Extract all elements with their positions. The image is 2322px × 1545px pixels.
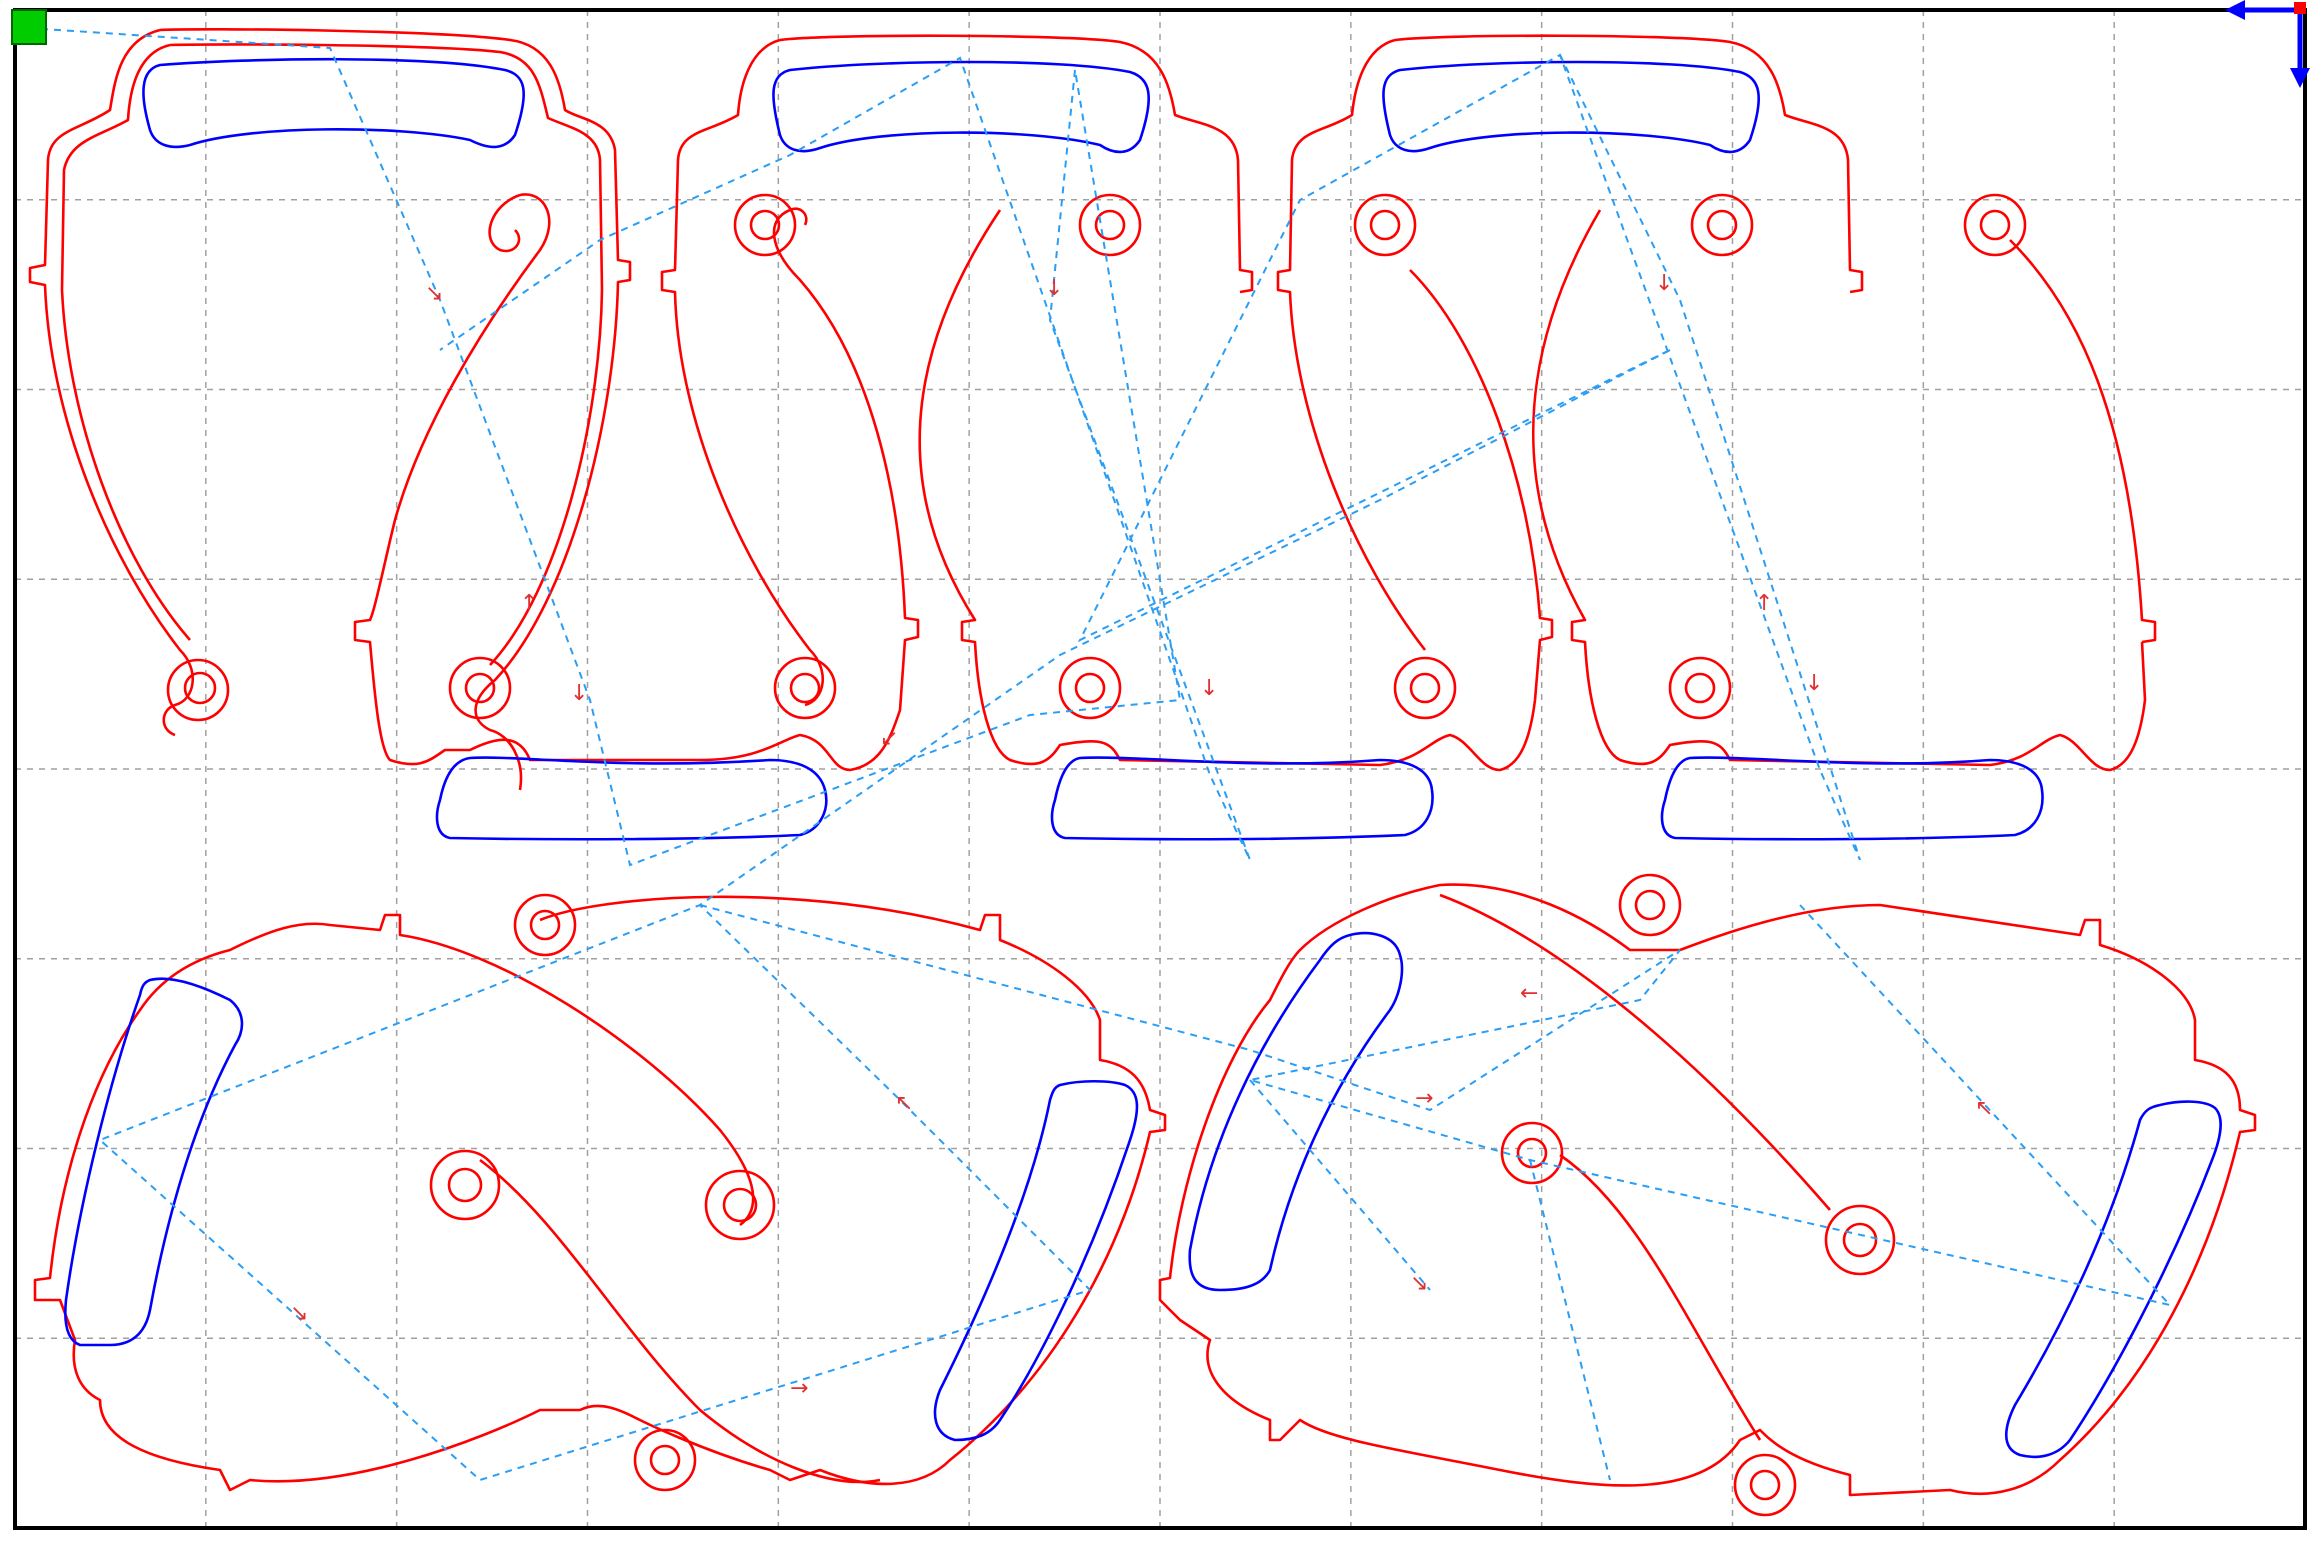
direction-arrow: → bbox=[1415, 1086, 1433, 1111]
swirl-end-inner bbox=[1706, 209, 1738, 241]
swirl-end-inner bbox=[1634, 889, 1666, 921]
direction-arrow: ↖ bbox=[1975, 1096, 1993, 1121]
outer-cut-path bbox=[1531, 209, 2147, 772]
direction-arrow: ↓ bbox=[570, 681, 588, 706]
swirl-end-inner bbox=[1516, 1137, 1548, 1169]
outer-cut-path bbox=[33, 895, 1167, 1492]
direction-arrow: ↓ bbox=[1805, 671, 1823, 696]
swirl-end-inner bbox=[722, 1187, 758, 1223]
swirl-end bbox=[429, 1149, 501, 1221]
swirl-end-inner bbox=[447, 1167, 483, 1203]
swirl-end-inner bbox=[649, 1444, 681, 1476]
sheet-border bbox=[13, 8, 2307, 1530]
swirl-end bbox=[1963, 193, 2027, 257]
travel-segment bbox=[1077, 53, 1861, 861]
travel-path: ↘ ↑ ↓ ↓ ↓ ↓ ↓ ↙ ↑ ↖ ↘ → → ← ↘ ↖ bbox=[27, 27, 2173, 1482]
direction-arrow: ↑ bbox=[1755, 591, 1773, 616]
swirl-end bbox=[1058, 656, 1122, 720]
inner-cut-slot bbox=[1660, 756, 2044, 841]
swirl-end bbox=[1618, 873, 1682, 937]
inner-cut-slot bbox=[1050, 756, 1434, 841]
swirl-end bbox=[166, 658, 230, 722]
swirl-end bbox=[513, 893, 577, 957]
direction-arrow: ↓ bbox=[1655, 271, 1673, 296]
swirl-end bbox=[633, 1428, 697, 1492]
direction-arrow: ← bbox=[1520, 981, 1538, 1006]
xy-axis-arrows-icon bbox=[2225, 0, 2310, 88]
part-arc-frame-2b[interactable] bbox=[448, 209, 1554, 841]
swirl-end-inner bbox=[529, 909, 561, 941]
travel-segment bbox=[699, 904, 2173, 1307]
swirl-end bbox=[773, 656, 837, 720]
swirl-end-inner bbox=[1749, 1469, 1781, 1501]
swirl-end bbox=[448, 656, 512, 720]
swirl-end bbox=[704, 1169, 776, 1241]
inner-cut-slot bbox=[772, 60, 1151, 154]
green-square-start-icon[interactable] bbox=[11, 9, 47, 45]
x-axis-arrowhead bbox=[2225, 0, 2245, 20]
direction-arrow: ↖ bbox=[895, 1091, 913, 1116]
swirl-end bbox=[1824, 1204, 1896, 1276]
direction-arrow: ↘ bbox=[425, 281, 443, 306]
direction-arrow: → bbox=[790, 1376, 808, 1401]
direction-arrow: ↑ bbox=[520, 591, 538, 616]
swirl-end-inner bbox=[749, 209, 781, 241]
direction-arrow: ↙ bbox=[880, 726, 898, 751]
direction-arrow: ↘ bbox=[290, 1301, 308, 1326]
travel-segment bbox=[1249, 1079, 1611, 1481]
swirl-end-inner bbox=[183, 671, 217, 705]
inner-arm bbox=[1439, 893, 1831, 1441]
outer-cut-path bbox=[353, 193, 920, 772]
outer-cut-path bbox=[660, 34, 1254, 707]
swirl-end-inner bbox=[464, 672, 496, 704]
direction-arrow: ↓ bbox=[1200, 676, 1218, 701]
inner-arm bbox=[479, 1158, 881, 1484]
outer-cut-path bbox=[28, 28, 632, 791]
part-arc-frame-1b[interactable] bbox=[353, 193, 920, 841]
inner-cut-slot bbox=[64, 977, 244, 1347]
inner-cut-slot bbox=[933, 1079, 1139, 1442]
origin-dot bbox=[2294, 2, 2306, 14]
part-oval-frame-2[interactable] bbox=[1158, 873, 2257, 1517]
part-arc-frame-1[interactable] bbox=[28, 28, 632, 791]
swirl-end-inner bbox=[1409, 672, 1441, 704]
inner-cut-slot bbox=[1382, 60, 1761, 154]
swirl-end bbox=[733, 193, 797, 257]
swirl-end bbox=[1690, 193, 1754, 257]
swirl-end bbox=[1668, 656, 1732, 720]
swirl-end-inner bbox=[1684, 672, 1716, 704]
part-arc-frame-2[interactable] bbox=[660, 34, 1254, 707]
swirl-end-inner bbox=[1842, 1222, 1878, 1258]
outer-cut-path bbox=[918, 209, 1554, 772]
swirl-end-inner bbox=[1074, 672, 1106, 704]
swirl-end bbox=[1500, 1121, 1564, 1185]
swirl-end bbox=[1078, 193, 1142, 257]
inner-cut-slot bbox=[142, 57, 526, 149]
outer-cut-path bbox=[1276, 34, 1864, 651]
direction-arrow: ↘ bbox=[1410, 1271, 1428, 1296]
swirl-end bbox=[1353, 193, 1417, 257]
swirl-end-inner bbox=[1979, 209, 2011, 241]
y-axis-arrowhead bbox=[2290, 68, 2310, 88]
swirl-end-inner bbox=[1094, 209, 1126, 241]
swirl-end bbox=[1393, 656, 1457, 720]
direction-arrow: ↓ bbox=[1045, 276, 1063, 301]
swirl-end bbox=[1733, 1453, 1797, 1517]
inner-cut-slot bbox=[435, 756, 828, 841]
part-oval-frame-1[interactable] bbox=[33, 893, 1167, 1492]
swirl-end-inner bbox=[1369, 209, 1401, 241]
inner-cut-slot bbox=[1188, 931, 1404, 1292]
travel-segment bbox=[439, 56, 1251, 861]
travel-segment bbox=[98, 349, 1671, 1482]
outer-cut-path bbox=[1158, 883, 2257, 1497]
inner-cut-slot bbox=[2005, 1100, 2222, 1459]
hook-arm bbox=[2009, 239, 2157, 644]
part-arc-frame-3[interactable] bbox=[1276, 34, 2157, 651]
outer-cut-path-inner bbox=[60, 43, 604, 666]
part-arc-frame-3b[interactable] bbox=[1058, 209, 2147, 841]
swirl-end-inner bbox=[789, 672, 821, 704]
